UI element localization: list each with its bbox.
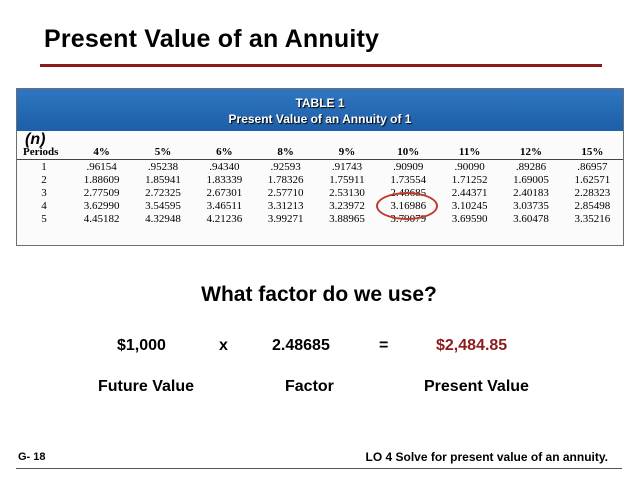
factor-cell: 1.71252 [451,173,488,186]
period-cell: 4 [41,199,47,212]
factor-cell: 1.69005 [513,173,549,186]
factor-cell: 1.83339 [206,173,243,186]
factor-cell: .91743 [331,160,363,173]
highlight-circle [376,192,438,220]
factor-cell: 3.03735 [513,199,549,212]
factor-cell: 1.85941 [145,173,181,186]
factor-cell: .92593 [270,160,301,173]
table-caption: TABLE 1 Present Value of an Annuity of 1 [17,89,623,131]
factor-cell: 2.77509 [83,186,120,199]
table-row: 5 4.45182 4.32948 4.21236 3.99271 3.88965 3.79… [17,212,623,225]
factor-cell: 2.72325 [145,186,181,199]
table-row: 4 3.62990 3.54595 3.46511 3.31213 3.23972 3.16… [17,199,623,212]
factor-label: Factor [285,378,334,395]
table-body: 1 .96154 .95238 .94340 .92593 .91743 .90909 .90… [17,160,623,226]
slide-number: G- 18 [18,451,46,463]
factor-cell: 3.35216 [574,212,611,225]
table-row: 1 .96154 .95238 .94340 .92593 .91743 .90909 .90… [17,160,623,174]
factor-cell: 2.57710 [267,186,304,199]
factor-cell: 3.62990 [83,199,120,212]
factor-cell: 3.54595 [145,199,181,212]
future-value-label: Future Value [98,378,195,395]
factor-cell: 3.88965 [329,212,365,225]
factor-cell: 4.21236 [206,212,243,225]
factor-table: Periods 4% 5% 6% 8% 9% 10% 11% 12% 15% 1 .96154 .95… [17,143,623,225]
factor-cell: 3.23972 [329,199,365,212]
column-header: 11% [438,143,501,160]
factor-cell: .96154 [86,160,117,173]
factor-cell: .94340 [209,160,240,173]
factor-cell: 3.46511 [206,199,242,212]
factor-cell: .90909 [393,160,424,173]
factor-cell: .90090 [454,160,485,173]
period-cell: 3 [41,186,47,199]
learning-objective: LO 4 Solve for present value of an annui… [365,450,609,464]
factor-cell: 2.85498 [574,199,611,212]
table-header-row: Periods 4% 5% 6% 8% 9% 10% 11% 12% 15% [17,143,623,160]
factor-cell: 3.69590 [451,212,488,225]
footer-divider [16,468,622,469]
factor-cell: 1.75911 [329,173,365,186]
factor-cell: 2.28323 [574,186,611,199]
factor-cell: .86957 [577,160,608,173]
factor-cell: 3.60478 [513,212,549,225]
column-header: 9% [316,143,378,160]
column-header: 5% [132,143,194,160]
factor-cell: 1.62571 [574,173,611,186]
factor-cell: 3.99271 [267,212,304,225]
column-header: 4% [71,143,133,160]
factor-cell: 3.10245 [451,199,488,212]
period-cell: 5 [41,212,47,225]
factor-cell: 2.40183 [513,186,549,199]
table-title: Present Value of an Annuity of 1 [228,112,412,126]
equals-sign: = [379,337,389,354]
annuity-table: TABLE 1 Present Value of an Annuity of 1… [16,88,624,246]
table-row: 3 2.77509 2.72325 2.67301 2.57710 2.53130 2.48… [17,186,623,199]
factor-cell: 1.88609 [83,173,120,186]
present-value-label: Present Value [424,378,529,395]
amount-value: $1,000 [117,337,166,354]
factor-cell: 2.67301 [206,186,243,199]
title-divider [40,64,602,67]
table-number: TABLE 1 [295,96,345,110]
n-label: (n) [25,131,46,148]
table-row: 2 1.88609 1.85941 1.83339 1.78326 1.75911 1.73… [17,173,623,186]
factor-cell: 1.73554 [390,173,427,186]
column-header: 15% [561,143,623,160]
column-header: Periods [17,143,71,160]
period-cell: 2 [41,173,47,186]
factor-cell: 2.44371 [451,186,488,199]
factor-cell: 4.32948 [145,212,181,225]
question-text: What factor do we use? [201,283,437,306]
factor-cell: 2.53130 [329,186,365,199]
period-cell: 1 [41,160,47,173]
factor-cell: .95238 [147,160,179,173]
factor-cell: 4.45182 [83,212,120,225]
column-header: 6% [193,143,255,160]
factor-value: 2.48685 [272,337,330,354]
column-header: 8% [254,143,317,160]
factor-cell: .89286 [515,160,547,173]
column-header: 10% [377,143,439,160]
slide-title: Present Value of an Annuity [44,25,380,53]
result-value: $2,484.85 [436,337,508,354]
factor-cell: 1.78326 [267,173,304,186]
column-header: 12% [500,143,562,160]
times-sign: x [219,337,228,354]
factor-cell: 3.31213 [267,199,304,212]
